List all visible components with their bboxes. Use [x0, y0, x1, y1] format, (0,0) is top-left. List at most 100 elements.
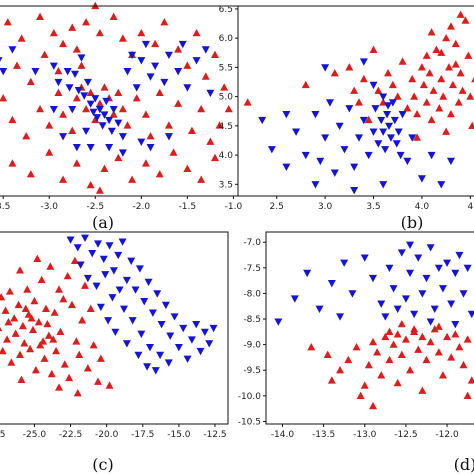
red-triangle-up-point-1: [301, 80, 310, 89]
red-triangle-up-point-24: [435, 104, 444, 112]
red-triangle-up-point-28: [455, 343, 464, 351]
blue-triangle-down-point-30: [146, 73, 155, 81]
red-triangle-up-point-42: [456, 10, 465, 18]
red-triangle-up-point-35: [461, 16, 470, 24]
x-tick-label-3: 4.0: [415, 202, 430, 212]
red-triangle-up-point-48: [437, 48, 446, 56]
red-triangle-up-point-64: [128, 175, 137, 183]
blue-triangle-down-point-7: [360, 254, 369, 262]
red-triangle-up-point-49: [451, 60, 460, 68]
red-triangle-up-point-19: [174, 45, 183, 53]
blue-triangle-down-point-14: [91, 95, 100, 103]
blue-triangle-down-point-16: [410, 310, 419, 319]
red-triangle-up-point-39: [78, 316, 87, 324]
red-triangle-up-point-27: [442, 33, 451, 42]
blue-triangle-down-point-28: [392, 140, 401, 148]
red-triangle-up-point-68: [183, 164, 192, 173]
red-triangle-up-point-30: [56, 327, 65, 335]
red-triangle-up-point-34: [65, 373, 74, 382]
red-triangle-up-point-6: [369, 45, 378, 53]
x-tick-label-1: -25.0: [23, 430, 47, 440]
blue-triangle-down-point-17: [98, 122, 107, 130]
blue-triangle-down-point-37: [192, 57, 201, 65]
blue-triangle-down-point-39: [146, 344, 154, 352]
red-triangle-up-point-41: [83, 364, 92, 372]
red-triangle-up-point-4: [3, 335, 11, 343]
red-triangle-up-point-28: [52, 346, 61, 355]
blue-triangle-down-point-11: [127, 257, 136, 265]
red-triangle-up-point-5: [40, 50, 49, 59]
red-triangle-up-point-14: [118, 34, 127, 42]
red-triangle-up-point-25: [437, 74, 446, 83]
blue-triangle-down-point-4: [49, 62, 58, 70]
red-triangle-up-point-4: [352, 343, 361, 351]
red-triangle-up-point-40: [446, 22, 455, 30]
red-triangle-up-point-36: [464, 51, 473, 59]
red-triangle-up-point-53: [21, 304, 30, 312]
x-tick-label-5: -15.0: [167, 430, 191, 440]
y-tick-label-4: 5.5: [219, 63, 233, 73]
red-triangle-up-point-40: [100, 83, 109, 91]
red-triangle-up-point-16: [137, 28, 146, 37]
blue-triangle-down-point-9: [377, 300, 386, 308]
red-triangle-up-point-44: [118, 104, 127, 113]
blue-triangle-down-point-14: [140, 297, 149, 306]
red-triangle-up-point-33: [418, 386, 427, 394]
red-triangle-up-point-22: [430, 325, 439, 333]
blue-triangle-down-point-12: [393, 305, 402, 313]
blue-triangle-down-point-30: [396, 151, 405, 160]
blue-triangle-down-point-35: [115, 286, 124, 294]
x-tick-label-1: -3.0: [40, 202, 58, 212]
red-triangle-up-point-62: [100, 164, 109, 173]
red-triangle-up-point-43: [114, 88, 123, 97]
x-tick-label-6: -12.5: [203, 430, 226, 440]
red-triangle-up-point-40: [327, 376, 336, 384]
red-triangle-up-point-47: [422, 51, 431, 59]
red-triangle-up-point-38: [468, 121, 474, 129]
red-triangle-up-point-39: [397, 319, 406, 328]
red-triangle-up-point-32: [369, 401, 377, 410]
red-triangle-up-point-13: [403, 104, 412, 112]
blue-triangle-down-point-22: [174, 344, 183, 352]
red-triangle-up-point-2: [36, 12, 45, 21]
red-triangle-up-point-5: [5, 287, 14, 295]
blue-triangle-down-point-22: [109, 105, 118, 114]
red-triangle-up-point-54: [206, 137, 215, 145]
blue-triangle-down-point-31: [83, 274, 92, 283]
red-triangle-up-point-10: [16, 350, 24, 359]
blue-triangle-down-point-19: [161, 301, 170, 310]
red-triangle-up-point-52: [39, 337, 48, 345]
red-triangle-up-point-12: [95, 28, 104, 37]
blue-triangle-down-point-6: [63, 67, 72, 76]
blue-triangle-down-point-27: [455, 251, 464, 260]
blue-triangle-down-point-0: [258, 116, 267, 125]
red-triangle-up-point-50: [96, 354, 105, 362]
red-triangle-up-point-31: [59, 295, 68, 303]
red-triangle-up-point-33: [68, 126, 77, 135]
blue-triangle-down-point-40: [311, 181, 320, 189]
blue-triangle-down-point-5: [54, 78, 63, 87]
red-triangle-up-point-23: [210, 50, 219, 59]
x-tick-label-0: 7.5: [0, 430, 5, 440]
blue-triangle-down-point-19: [102, 97, 111, 106]
blue-triangle-down-point-29: [141, 40, 150, 49]
blue-triangle-down-point-34: [426, 318, 435, 326]
red-triangle-up-point-38: [434, 322, 443, 330]
blue-triangle-down-point-18: [157, 321, 166, 329]
blue-triangle-down-point-21: [170, 313, 179, 321]
blue-triangle-down-point-26: [128, 51, 137, 60]
blue-triangle-down-point-35: [178, 40, 187, 49]
red-triangle-up-point-69: [197, 175, 206, 183]
y-tick-label-7: -10.5: [238, 417, 261, 427]
blue-triangle-down-point-0: [66, 236, 75, 244]
red-triangle-up-point-10: [381, 332, 390, 341]
blue-triangle-down-point-8: [369, 274, 377, 283]
red-triangle-up-point-7: [374, 86, 383, 94]
blue-triangle-down-point-28: [459, 290, 468, 298]
red-triangle-up-point-24: [44, 331, 53, 339]
red-triangle-up-point-4: [26, 77, 35, 86]
red-triangle-up-point-3: [13, 61, 22, 69]
scatter-panel-d: -14.0 -13.5 -13.0 -12.5 -12.0 -7.0 -7.5 -8.0 -8.…: [238, 231, 474, 440]
red-triangle-up-point-28: [445, 63, 454, 71]
red-triangle-up-point-9: [72, 45, 81, 53]
